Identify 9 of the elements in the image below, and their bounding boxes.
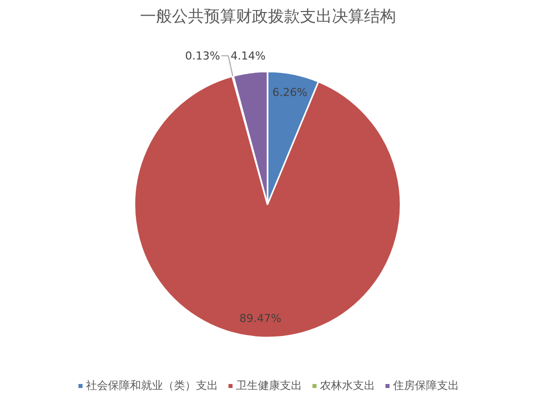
legend-label: 社会保障和就业（类）支出 [86, 378, 218, 393]
chart-title: 一般公共预算财政拨款支出决算结构 [140, 6, 396, 26]
data-label: 89.47% [239, 312, 282, 326]
data-label: 4.14% [230, 49, 266, 62]
legend-label: 卫生健康支出 [236, 378, 302, 393]
legend-label: 农林水支出 [320, 378, 375, 393]
data-label: 0.13% [185, 49, 220, 62]
data-label: 6.26% [272, 86, 308, 99]
legend-label: 住房保障支出 [393, 378, 459, 393]
